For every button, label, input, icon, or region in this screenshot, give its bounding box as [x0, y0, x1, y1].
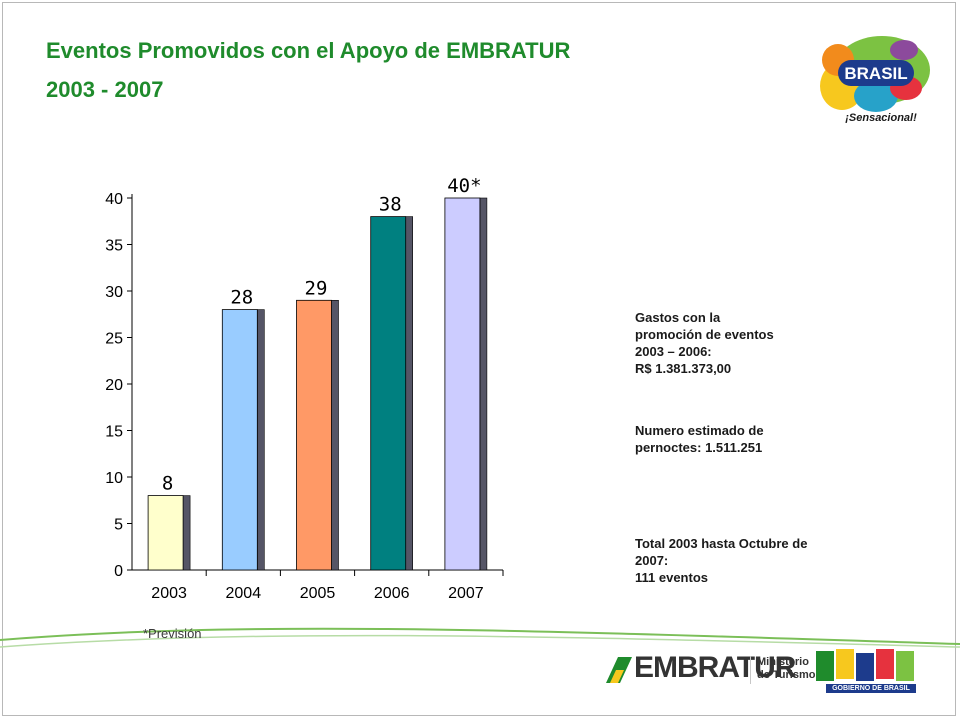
bar: [296, 299, 332, 571]
y-tick-label: 35: [105, 238, 123, 255]
bar-data-label: 8: [162, 473, 173, 495]
total-line: 111 eventos: [635, 570, 708, 585]
bar: [147, 495, 184, 571]
bar-side: [331, 299, 339, 571]
green-swoosh: [0, 627, 960, 648]
swoosh-line-1: [0, 627, 960, 645]
bar-data-label: 28: [230, 287, 253, 309]
y-tick-label: 20: [105, 377, 123, 394]
bar: [221, 309, 258, 571]
y-tick-label: 0: [114, 563, 123, 580]
gov-block-a: [856, 653, 874, 681]
footer-divider: [750, 656, 751, 684]
brasil-gobierno-logo: [816, 649, 914, 681]
footnote: *Previsión: [143, 626, 202, 641]
x-tick-label: 2004: [226, 585, 262, 602]
ministerio-label: Ministerio de Turismo: [757, 656, 815, 682]
slide-subtitle-years: 2003 - 2007: [46, 77, 164, 102]
bar: [370, 216, 407, 571]
y-tick-label: 25: [105, 331, 123, 348]
brasil-logo: BRASIL: [820, 36, 930, 112]
pernoctes-block: Numero estimado de pernoctes: 1.511.251: [635, 422, 835, 456]
bar-data-label: 29: [305, 277, 328, 299]
gobierno-label: GOBIERNO DE BRASIL: [826, 684, 916, 693]
bar-side: [182, 495, 191, 571]
x-tick-label: 2007: [448, 585, 484, 602]
bar-side: [405, 216, 414, 571]
total-line: Total 2003 hasta Octubre de 2007:: [635, 536, 808, 568]
y-tick-label: 40: [105, 191, 123, 208]
y-tick-label: 5: [114, 517, 123, 534]
x-tick-label: 2006: [374, 585, 410, 602]
y-tick-label: 30: [105, 284, 123, 301]
gov-block-b: [816, 651, 834, 681]
bar-side: [479, 197, 488, 571]
gastos-amount: R$ 1.381.373,00: [635, 361, 732, 376]
ministerio-line: Ministerio: [757, 656, 809, 668]
total-block: Total 2003 hasta Octubre de 2007: 111 ev…: [635, 535, 835, 586]
bar-data-label: 38: [379, 194, 402, 216]
gastos-line: promoción de eventos: [635, 327, 774, 342]
x-tick-label: 2005: [300, 585, 336, 602]
bar: [444, 197, 481, 571]
logo-text: BRASIL: [844, 64, 907, 83]
ministerio-line: de Turismo: [757, 669, 816, 681]
gastos-line: Gastos con la: [635, 310, 721, 325]
x-tick-label: 2003: [151, 585, 187, 602]
logo-tagline: ¡Sensacional!: [845, 112, 917, 124]
logo-blob-purple: [890, 40, 918, 60]
pernoctes-line: pernoctes: 1.511.251: [635, 440, 763, 455]
gastos-block: Gastos con la promoción de eventos 2003 …: [635, 309, 835, 377]
gov-block-s: [876, 649, 894, 679]
gastos-line: 2003 – 2006:: [635, 344, 712, 359]
bar-data-label: 40*: [447, 175, 481, 197]
swoosh-line-2: [0, 634, 960, 648]
gov-block-r: [836, 649, 854, 679]
pernoctes-line: Numero estimado de: [635, 423, 764, 438]
embratur-logo-text: EMBRATUR: [634, 651, 796, 684]
bar-side: [256, 309, 265, 571]
slide-title: Eventos Promovidos con el Apoyo de EMBRA…: [46, 38, 571, 63]
y-tick-label: 15: [105, 424, 123, 441]
logo-blob-teal: [854, 80, 898, 112]
y-tick-label: 10: [105, 470, 123, 487]
gov-block-l: [896, 651, 914, 681]
embratur-mark-icon: [606, 657, 632, 683]
logo-plate: [838, 60, 914, 86]
